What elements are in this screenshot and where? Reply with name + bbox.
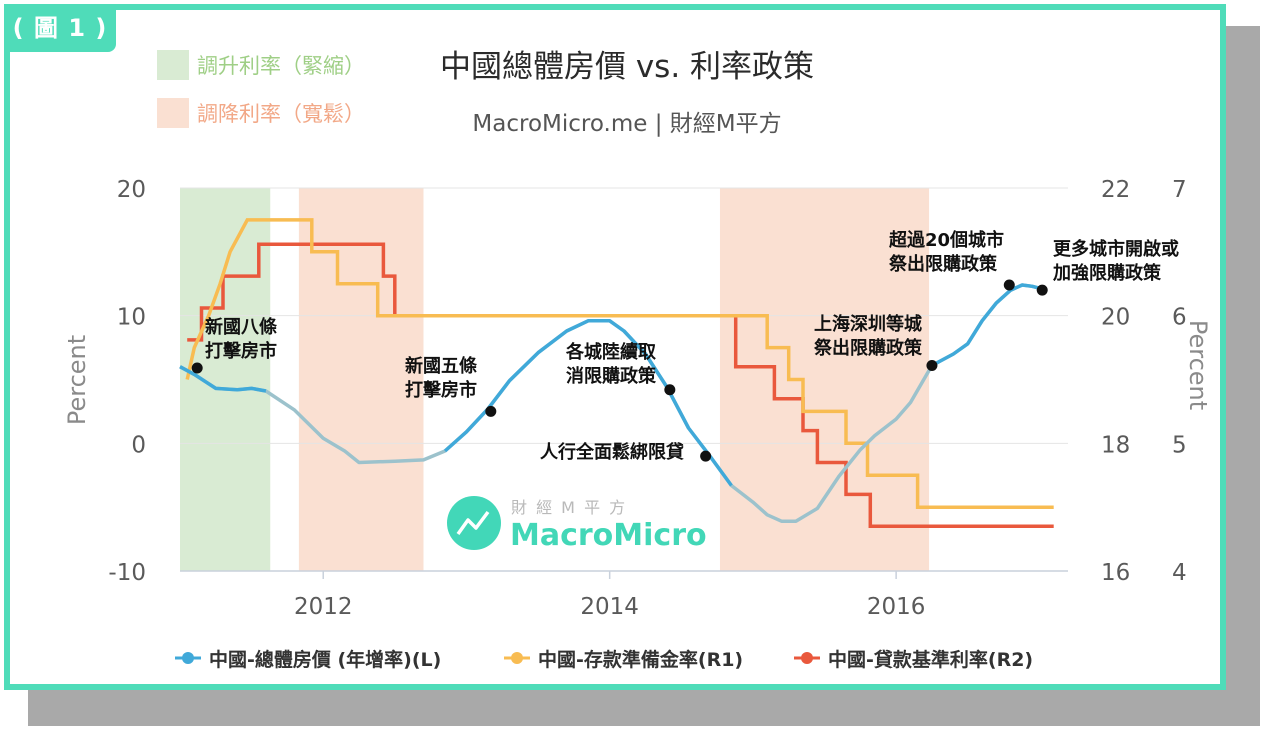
series-line-price bbox=[443, 319, 733, 487]
legend-item[interactable]: 中國-貸款基準利率(R2) bbox=[794, 648, 1033, 671]
y-axis-label-left: Percent bbox=[63, 335, 91, 425]
y-tick-label-r2: 5 bbox=[1172, 432, 1187, 458]
annotation-text: 消限購政策 bbox=[566, 365, 657, 387]
legend-swatch-marker bbox=[182, 652, 194, 664]
y-tick-label-left: 0 bbox=[131, 432, 146, 458]
annotation-marker bbox=[191, 362, 203, 374]
band-legend-label: 調降利率（寬鬆） bbox=[197, 102, 365, 126]
y-tick-label-r1: 20 bbox=[1101, 305, 1130, 331]
band-legend-swatch bbox=[157, 98, 189, 128]
series-line-rrr bbox=[185, 218, 1054, 509]
series-lines bbox=[179, 218, 1054, 529]
x-tick-label: 2016 bbox=[867, 594, 926, 620]
annotation-text: 打擊房市 bbox=[405, 379, 477, 401]
y-tick-label-r1: 22 bbox=[1101, 177, 1130, 203]
y-tick-label-r2: 6 bbox=[1172, 305, 1187, 331]
annotation-marker bbox=[1003, 279, 1015, 291]
annotation-marker bbox=[664, 384, 676, 396]
policy-band-easing bbox=[719, 188, 930, 571]
y-tick-label-left: 10 bbox=[117, 305, 146, 331]
figure-tag: ( 圖 1 ) bbox=[4, 4, 116, 52]
x-tick-label: 2012 bbox=[294, 594, 353, 620]
y-tick-label-r2: 4 bbox=[1172, 560, 1187, 586]
annotation-text: 超過20個城市 bbox=[889, 229, 1004, 251]
y-tick-label-left: -10 bbox=[108, 560, 146, 586]
y-tick-label-r1: 18 bbox=[1101, 432, 1130, 458]
chart-title: 中國總體房價 vs. 利率政策 bbox=[440, 49, 814, 85]
y-tick-label-left: 20 bbox=[117, 177, 146, 203]
watermark-top-text: 財 經 M 平 方 bbox=[511, 498, 627, 517]
policy-band-tightening bbox=[180, 188, 271, 571]
legend-label: 中國-貸款基準利率(R2) bbox=[828, 648, 1033, 671]
x-tick-label: 2014 bbox=[580, 594, 639, 620]
legend-item[interactable]: 中國-總體房價 (年增率)(L) bbox=[175, 648, 441, 671]
legend-swatch-marker bbox=[801, 652, 813, 664]
legend-item[interactable]: 中國-存款準備金率(R1) bbox=[504, 648, 743, 671]
series-line-price bbox=[179, 365, 267, 393]
band-legend-label: 調升利率（緊縮） bbox=[197, 54, 365, 78]
annotation-text: 祭出限購政策 bbox=[813, 337, 923, 359]
y-tick-label-r2: 7 bbox=[1172, 177, 1187, 203]
annotation-text: 更多城市開啟或 bbox=[1053, 238, 1179, 260]
annotations: 新國八條打擊房市新國五條打擊房市各城陸續取消限購政策人行全面鬆綁限貸上海深圳等城… bbox=[191, 229, 1179, 463]
annotation-text: 打擊房市 bbox=[205, 340, 277, 362]
annotation-marker bbox=[1036, 284, 1048, 296]
band-legend-swatch bbox=[157, 50, 189, 80]
annotation-text: 新國八條 bbox=[205, 316, 278, 338]
annotation-text: 祭出限購政策 bbox=[888, 253, 998, 275]
watermark-chart-icon bbox=[456, 510, 490, 536]
y-tick-label-r1: 16 bbox=[1101, 560, 1130, 586]
annotation-text: 上海深圳等城 bbox=[814, 313, 922, 335]
annotation-text: 人行全面鬆綁限貸 bbox=[540, 441, 684, 463]
watermark-logo-icon bbox=[447, 496, 501, 550]
chart-subtitle: MacroMicro.me | 財經M平方 bbox=[472, 111, 781, 137]
annotation-marker bbox=[700, 450, 712, 462]
headings: 中國總體房價 vs. 利率政策 MacroMicro.me | 財經M平方 調升利率… bbox=[157, 49, 814, 137]
annotation-text: 加強限購政策 bbox=[1052, 262, 1162, 284]
legend-label: 中國-總體房價 (年增率)(L) bbox=[209, 648, 441, 671]
annotation-marker bbox=[926, 359, 938, 371]
legend-label: 中國-存款準備金率(R1) bbox=[538, 648, 743, 671]
legend[interactable]: 中國-總體房價 (年增率)(L) 中國-存款準備金率(R1) 中國-貸款基準利率(R… bbox=[175, 648, 1033, 671]
legend-swatch-marker bbox=[511, 652, 523, 664]
annotation-text: 各城陸續取 bbox=[565, 341, 657, 363]
watermark-brand-text: MacroMicro bbox=[510, 518, 707, 553]
series-line-price bbox=[931, 283, 1047, 368]
y-axis-label-right: Percent bbox=[1184, 320, 1212, 410]
annotation-marker bbox=[485, 405, 497, 417]
annotation-text: 新國五條 bbox=[405, 355, 478, 377]
